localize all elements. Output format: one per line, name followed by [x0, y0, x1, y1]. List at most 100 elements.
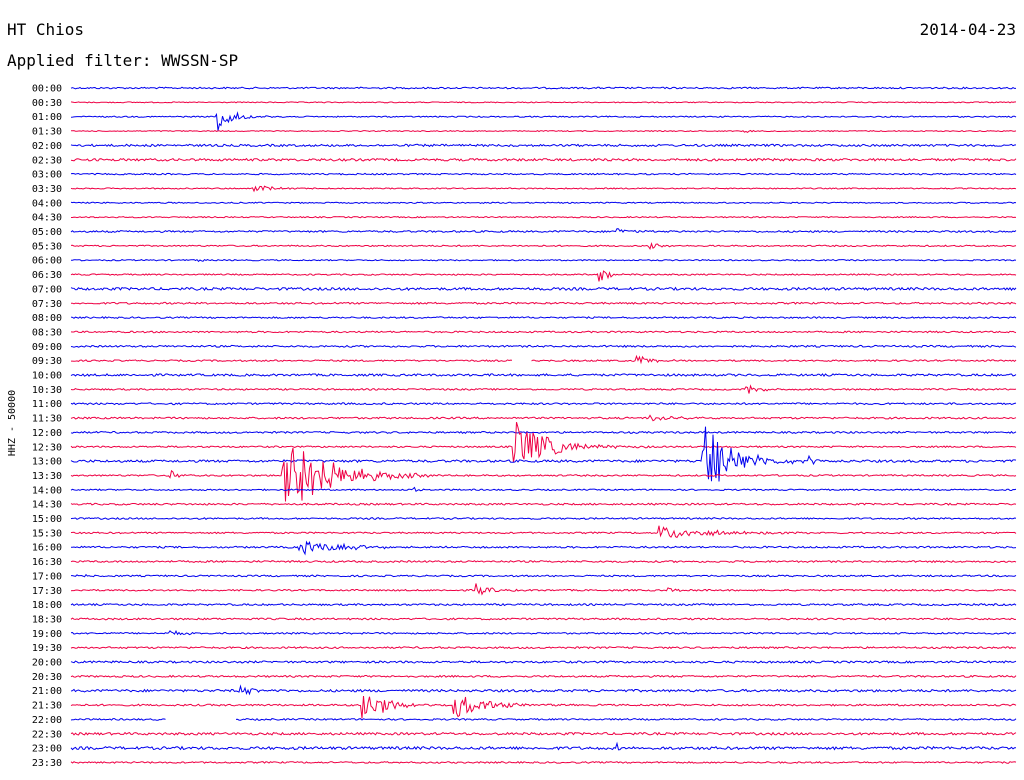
seismic-trace — [70, 516, 1017, 520]
seismic-trace — [70, 646, 1016, 650]
row-time-label: 03:30 — [32, 184, 62, 195]
row-time-label: 20:00 — [32, 658, 62, 669]
row-time-label: 21:30 — [32, 701, 62, 712]
row-time-label: 01:00 — [32, 112, 62, 123]
row-time-label: 15:30 — [32, 528, 62, 539]
row-time-label: 21:00 — [32, 686, 62, 697]
seismic-trace — [71, 354, 1017, 365]
seismic-trace — [70, 185, 1017, 193]
seismic-trace — [70, 402, 1017, 406]
row-time-label: 23:00 — [32, 744, 62, 755]
seismic-trace — [70, 629, 1017, 636]
seismic-trace — [70, 486, 1017, 493]
row-time-label: 14:00 — [32, 485, 62, 496]
row-time-label: 20:30 — [32, 672, 62, 683]
row-time-label: 19:00 — [32, 629, 62, 640]
row-time-label: 22:00 — [32, 715, 62, 726]
seismic-trace — [70, 270, 1017, 282]
seismic-trace — [70, 583, 1017, 596]
row-time-label: 14:30 — [32, 500, 62, 511]
row-time-label: 09:00 — [32, 342, 62, 353]
row-time-label: 04:00 — [32, 198, 62, 209]
row-time-label: 18:00 — [32, 600, 62, 611]
seismic-trace — [70, 731, 1017, 736]
row-time-label: 18:30 — [32, 614, 62, 625]
seismic-trace — [70, 373, 1017, 377]
seismic-trace — [71, 258, 1017, 263]
channel-label: HHZ - 50000 — [7, 390, 18, 456]
seismic-trace — [70, 502, 1017, 506]
seismic-trace — [70, 741, 1016, 751]
seismic-trace — [70, 559, 1017, 564]
row-time-label: 04:30 — [32, 213, 62, 224]
row-time-label: 02:00 — [32, 141, 62, 152]
row-time-label: 06:00 — [32, 256, 62, 267]
seismic-trace — [70, 540, 1017, 556]
row-time-label: 23:30 — [32, 758, 62, 769]
row-time-label: 19:30 — [32, 643, 62, 654]
row-time-label: 05:00 — [32, 227, 62, 238]
row-time-label: 01:30 — [32, 127, 62, 138]
seismic-trace — [71, 573, 1017, 578]
seismic-trace — [70, 242, 1017, 250]
row-time-label: 07:00 — [32, 284, 62, 295]
seismic-trace — [70, 86, 1016, 90]
row-time-label: 12:30 — [32, 442, 62, 453]
row-time-label: 17:00 — [32, 571, 62, 582]
row-time-label: 13:30 — [32, 471, 62, 482]
row-time-label: 08:30 — [32, 327, 62, 338]
row-time-label: 08:00 — [32, 313, 62, 324]
seismic-trace — [70, 421, 1017, 463]
seismic-trace — [70, 602, 1017, 607]
row-time-label: 13:00 — [32, 457, 62, 468]
seismic-trace — [70, 384, 1017, 394]
row-time-label: 05:30 — [32, 241, 62, 252]
seismic-trace — [70, 286, 1017, 292]
seismic-trace — [70, 660, 1017, 664]
row-time-label: 16:00 — [32, 543, 62, 554]
row-time-label: 17:30 — [32, 586, 62, 597]
seismic-trace — [71, 215, 1017, 219]
seismic-trace — [70, 228, 1017, 234]
seismic-trace — [70, 143, 1017, 148]
date-label: 2014-04-23 — [919, 20, 1016, 39]
seismic-trace — [70, 316, 1017, 320]
seismic-trace — [70, 447, 1017, 502]
seismic-trace — [70, 674, 1017, 678]
station-title: HT Chios — [7, 20, 85, 39]
row-time-label: 15:00 — [32, 514, 62, 525]
row-time-label: 16:30 — [32, 557, 62, 568]
seismic-trace — [70, 344, 1017, 348]
seismic-trace — [70, 129, 1017, 134]
row-time-label: 07:30 — [32, 299, 62, 310]
row-time-label: 03:00 — [32, 170, 62, 181]
row-time-label: 02:30 — [32, 155, 62, 166]
row-time-label: 10:30 — [32, 385, 62, 396]
filter-label: Applied filter: WWSSN-SP — [7, 51, 239, 70]
row-time-label: 10:00 — [32, 371, 62, 382]
seismic-trace — [70, 414, 1017, 422]
seismic-trace — [70, 684, 1017, 696]
seismic-trace — [70, 426, 1017, 482]
seismic-trace — [70, 157, 1017, 162]
row-time-label: 00:00 — [32, 84, 62, 95]
row-time-label: 09:30 — [32, 356, 62, 367]
seismic-trace — [70, 695, 1017, 719]
seismic-trace — [70, 430, 1017, 435]
row-time-label: 11:30 — [32, 414, 62, 425]
seismic-trace — [70, 617, 1017, 621]
trace-rows: 00:00 00:30 01:00 01:30 02:00 02:30 03:00 03:30… — [32, 84, 1017, 769]
seismic-trace — [70, 301, 1017, 305]
row-time-label: 11:00 — [32, 399, 62, 410]
row-time-label: 00:30 — [32, 98, 62, 109]
seismic-trace — [70, 525, 1017, 539]
seismic-trace — [70, 330, 1017, 334]
seismic-trace — [70, 101, 1017, 104]
seismic-trace — [70, 172, 1017, 176]
row-time-label: 06:30 — [32, 270, 62, 281]
seismic-trace — [70, 111, 1017, 131]
row-time-label: 22:30 — [32, 729, 62, 740]
seismic-trace — [70, 201, 1017, 205]
seismic-trace — [70, 717, 1017, 721]
